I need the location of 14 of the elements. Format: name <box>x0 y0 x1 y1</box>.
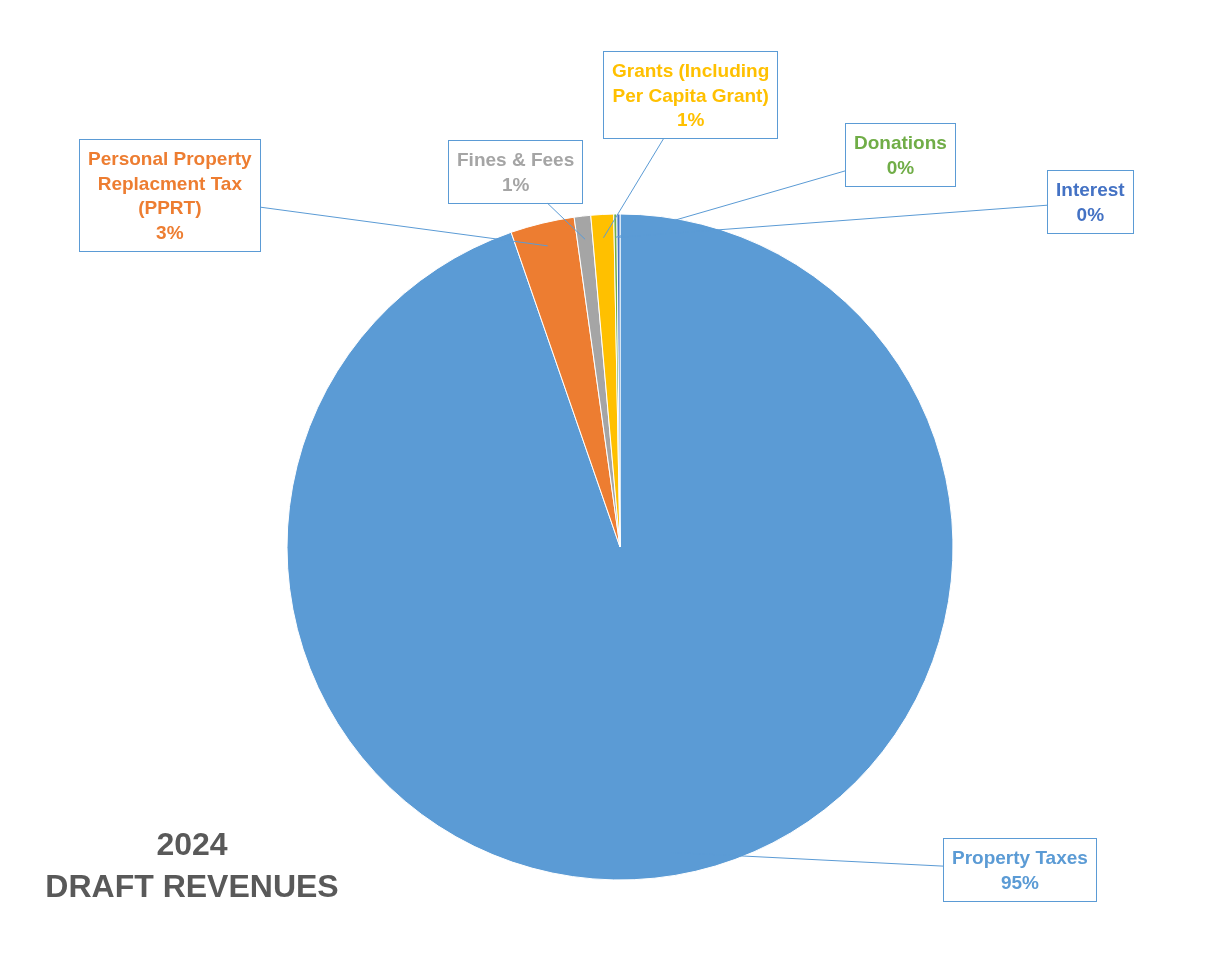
data-label: 0% <box>886 156 915 178</box>
slice-label: Personal Property Replacment Tax (PPRT) <box>88 148 253 219</box>
slice-label: Interest <box>1056 179 1126 200</box>
slice-label: Grants (Including Per Capita Grant) <box>612 60 770 106</box>
text: 2024 DRAFT REVENUES <box>45 826 339 904</box>
data-label: 1% <box>501 173 530 195</box>
data-label: 3% <box>156 222 184 244</box>
data-label: 1% <box>676 109 705 131</box>
slice-label: Property Taxes <box>952 847 1088 868</box>
slice-label: Donations <box>854 132 947 153</box>
data-label: 95% <box>1000 871 1040 893</box>
slice-label: Fines & Fees <box>457 149 575 170</box>
pie-slice <box>510 216 621 548</box>
data-label: 0% <box>1076 203 1105 225</box>
